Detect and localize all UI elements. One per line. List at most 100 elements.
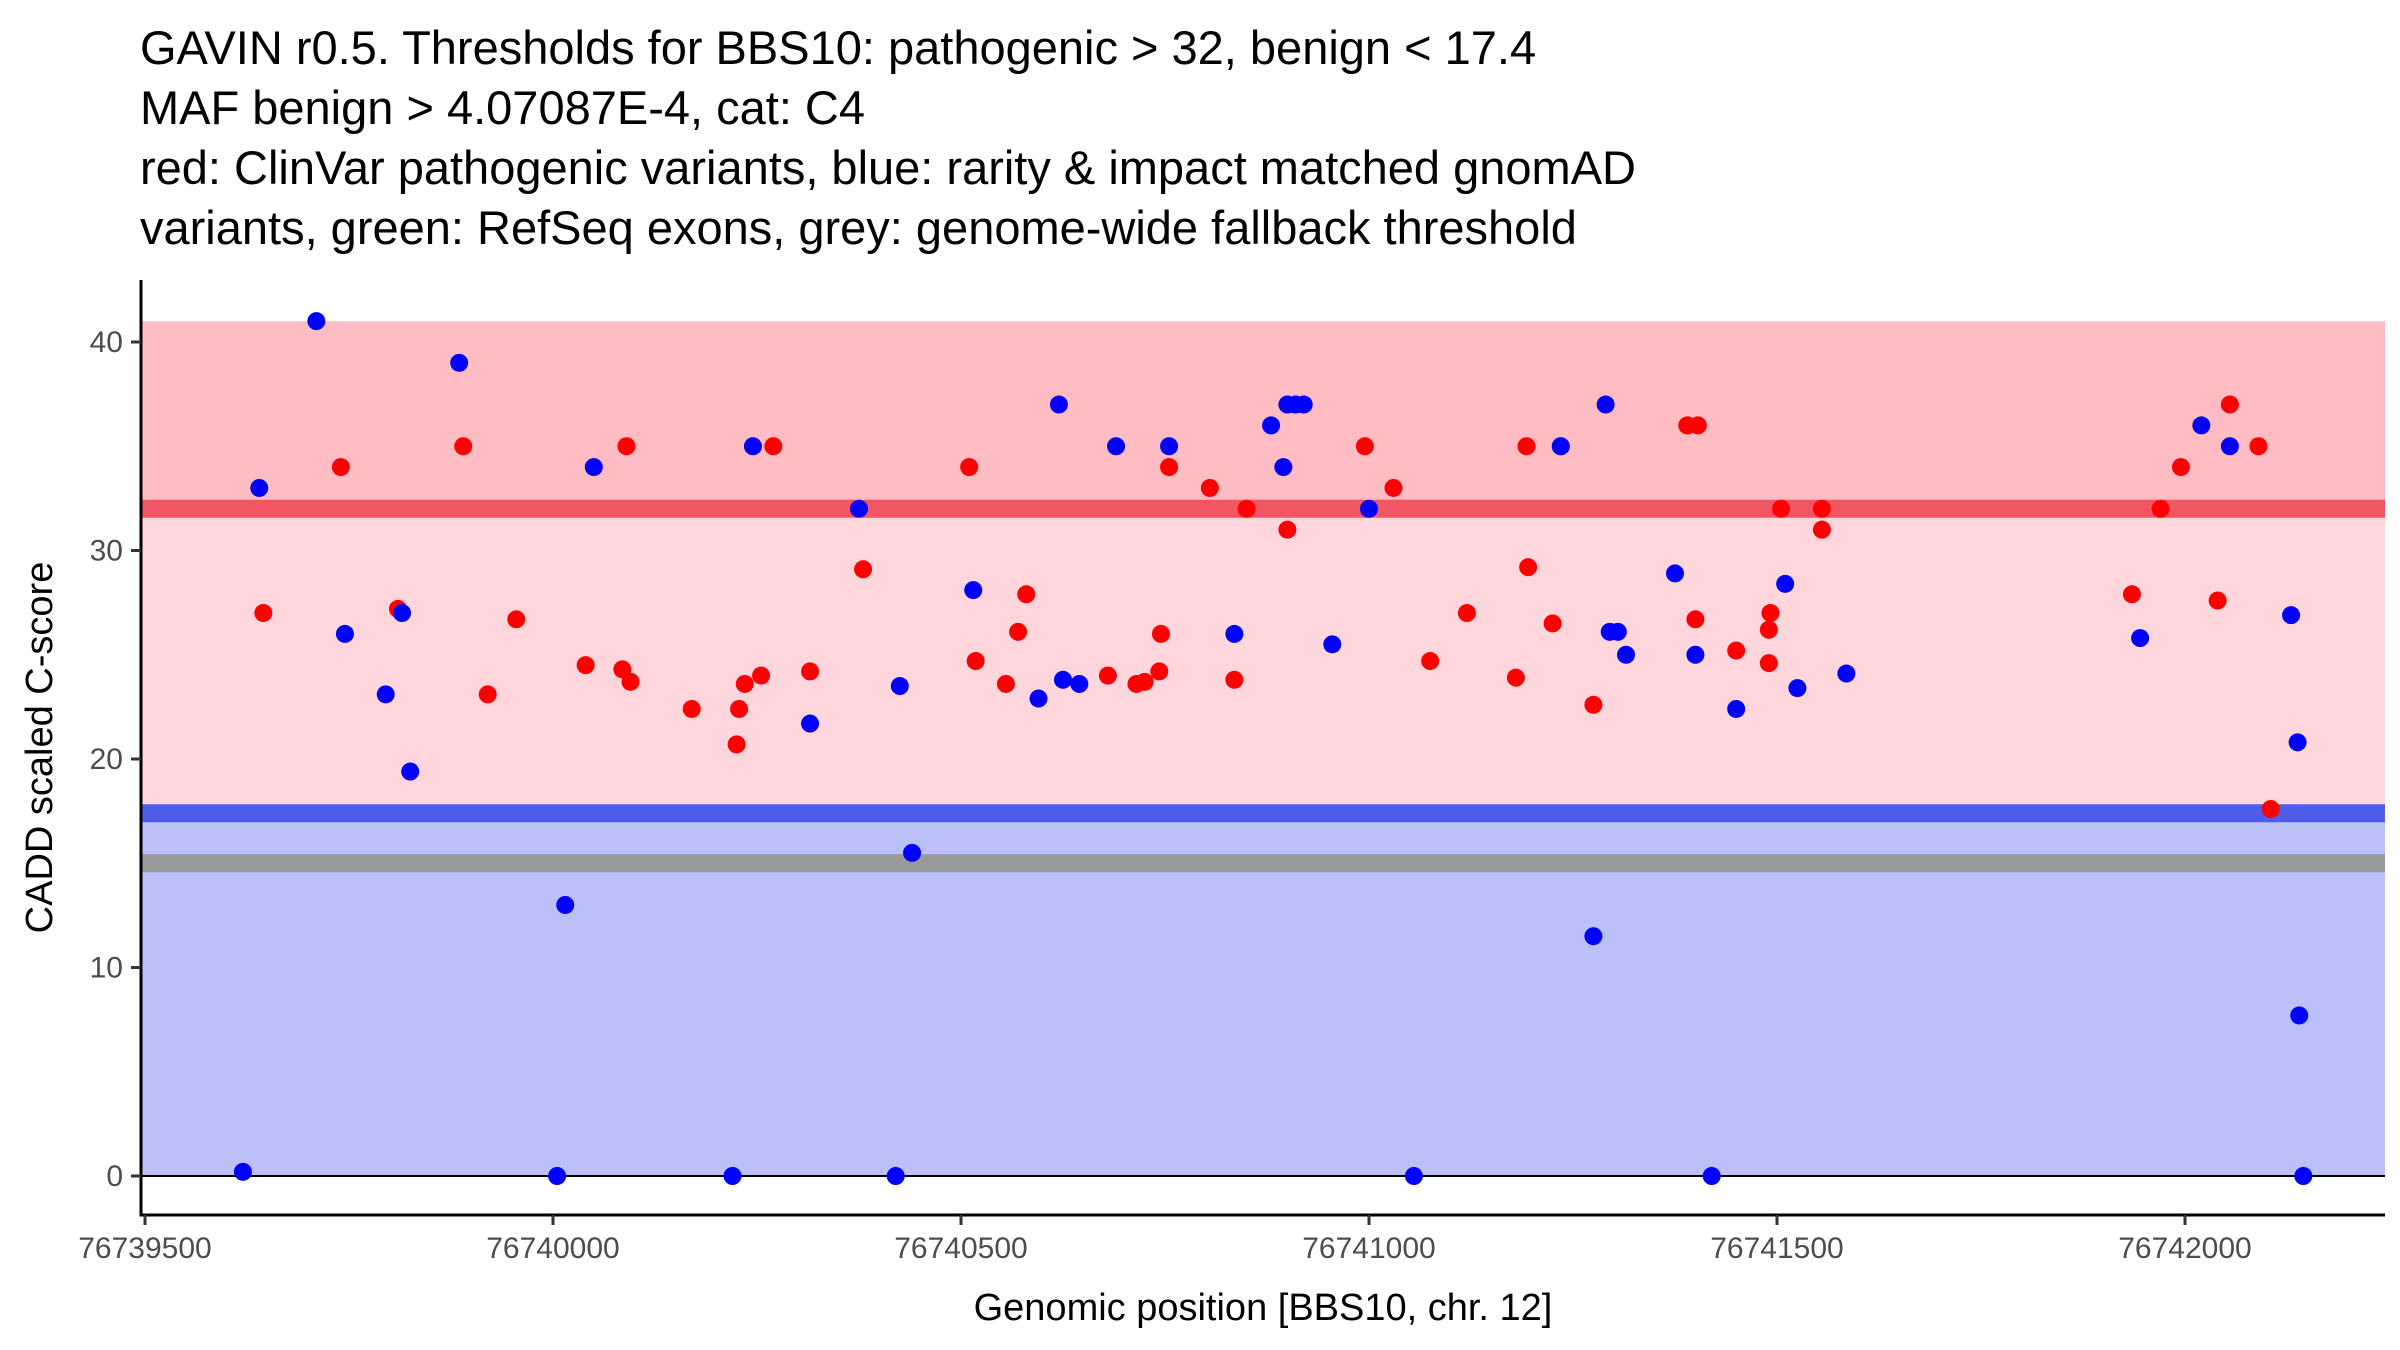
threshold-lines: [141, 499, 2385, 1177]
axes: 0 10 20 30 40 76739500 76740000 76740500 7674100…: [78, 280, 2385, 1265]
gnomad-variant-point: [1788, 679, 1807, 698]
gnomad-variant-point: [1360, 499, 1378, 518]
gnomad-variant-point: [1404, 1167, 1423, 1185]
x-tick-label: 76741500: [1710, 1232, 1843, 1265]
x-axis-label: Genomic position [BBS10, chr. 12]: [974, 1287, 1553, 1329]
gnomad-variant-point: [401, 762, 420, 781]
gnomad-variant-point: [393, 604, 412, 623]
gnomad-variant-point: [1617, 645, 1636, 664]
gnomad-variant-point: [903, 843, 922, 862]
clinvar-pathogenic-point: [1278, 520, 1297, 539]
gnomad-variant-point: [964, 581, 983, 600]
clinvar-pathogenic-point: [1519, 558, 1538, 577]
title-line-3: red: ClinVar pathogenic variants, blue: …: [140, 141, 1636, 194]
x-tick-label: 76741000: [1302, 1232, 1435, 1265]
vus-region: [141, 508, 2385, 814]
clinvar-pathogenic-point: [1151, 624, 1170, 643]
clinvar-pathogenic-point: [735, 674, 754, 693]
gnomad-variant-point: [890, 677, 909, 696]
clinvar-pathogenic-point: [2171, 458, 2190, 477]
gnomad-variant-point: [1160, 437, 1179, 456]
gnomad-variant-point: [1262, 416, 1281, 435]
y-tick-label: 30: [90, 535, 123, 568]
gnomad-variant-point: [2294, 1167, 2313, 1185]
clinvar-pathogenic-point: [507, 610, 526, 629]
clinvar-pathogenic-point: [682, 699, 701, 718]
clinvar-pathogenic-point: [254, 604, 273, 623]
gnomad-variant-point: [1323, 635, 1342, 654]
clinvar-pathogenic-point: [854, 560, 873, 579]
gnomad-variant-point: [2131, 629, 2150, 648]
gnomad-variant-point: [1054, 670, 1072, 689]
gnomad-variant-point: [233, 1162, 252, 1181]
clinvar-pathogenic-point: [1200, 478, 1219, 497]
clinvar-pathogenic-point: [2249, 437, 2268, 456]
gnomad-variant-point: [584, 458, 603, 477]
clinvar-pathogenic-point: [1517, 437, 1536, 456]
gnomad-variant-point: [250, 478, 269, 497]
clinvar-pathogenic-point: [2122, 585, 2141, 604]
clinvar-pathogenic-point: [1017, 585, 1036, 604]
y-tick-label: 10: [90, 952, 123, 985]
benign-region: [141, 813, 2385, 1176]
y-tick-label: 0: [106, 1160, 123, 1193]
clinvar-pathogenic-point: [1009, 622, 1028, 641]
gnomad-variant-point: [1029, 689, 1048, 708]
clinvar-pathogenic-point: [1150, 662, 1169, 681]
gnomad-variant-point: [886, 1167, 905, 1185]
clinvar-pathogenic-point: [617, 437, 636, 456]
gnomad-variant-point: [2288, 733, 2307, 752]
gnomad-variant-point: [1584, 927, 1603, 946]
clinvar-pathogenic-point: [1160, 458, 1179, 477]
clinvar-pathogenic-point: [1098, 666, 1117, 685]
clinvar-pathogenic-point: [2261, 800, 2280, 819]
gnomad-variant-point: [556, 895, 575, 914]
clinvar-pathogenic-point: [801, 662, 820, 681]
threshold-bands: [141, 321, 2385, 1176]
clinvar-pathogenic-point: [1457, 604, 1476, 623]
gnomad-variant-point: [1294, 395, 1313, 414]
clinvar-pathogenic-point: [1761, 604, 1780, 623]
clinvar-pathogenic-point: [1812, 499, 1831, 518]
x-tick-label: 76739500: [78, 1232, 211, 1265]
gnomad-variant-point: [1702, 1167, 1721, 1185]
clinvar-pathogenic-point: [2151, 499, 2170, 518]
data-points: [233, 312, 2313, 1185]
title-line-4: variants, green: RefSeq exons, grey: gen…: [140, 201, 1577, 254]
clinvar-pathogenic-point: [966, 652, 985, 671]
x-tick-label: 76740000: [486, 1232, 619, 1265]
pathogenic-region: [141, 321, 2385, 509]
clinvar-pathogenic-point: [1506, 668, 1525, 687]
gnomad-variant-point: [1686, 645, 1705, 664]
y-axis-label: CADD scaled C-score: [19, 562, 61, 934]
gnomad-variant-point: [1049, 395, 1068, 414]
clinvar-pathogenic-point: [960, 458, 979, 477]
gnomad-variant-point: [1551, 437, 1570, 456]
clinvar-pathogenic-point: [1135, 672, 1154, 691]
gnomad-variant-point: [1596, 395, 1615, 414]
clinvar-pathogenic-point: [1384, 478, 1403, 497]
gnomad-variant-point: [2282, 606, 2301, 625]
x-tick-label: 76740500: [894, 1232, 1027, 1265]
clinvar-pathogenic-point: [1225, 670, 1244, 689]
gnomad-variant-point: [2290, 1006, 2309, 1025]
clinvar-pathogenic-point: [1686, 610, 1705, 629]
clinvar-pathogenic-point: [1355, 437, 1374, 456]
y-tick-label: 40: [90, 326, 123, 359]
gnomad-variant-point: [1837, 664, 1856, 683]
title-line-1: GAVIN r0.5. Thresholds for BBS10: pathog…: [140, 21, 1537, 74]
gnomad-variant-point: [801, 714, 820, 733]
gnomad-variant-point: [1070, 674, 1089, 693]
clinvar-pathogenic-point: [2220, 395, 2239, 414]
clinvar-pathogenic-point: [996, 674, 1015, 693]
clinvar-pathogenic-point: [1421, 652, 1440, 671]
x-tick-label: 76742000: [2118, 1232, 2251, 1265]
gnomad-variant-point: [723, 1167, 742, 1185]
gnomad-variant-point: [1776, 574, 1795, 593]
gnomad-variant-point: [450, 353, 469, 372]
clinvar-pathogenic-point: [1237, 499, 1256, 518]
y-tick-label: 20: [90, 743, 123, 776]
gnomad-variant-point: [1608, 622, 1627, 641]
clinvar-pathogenic-point: [2208, 591, 2227, 610]
